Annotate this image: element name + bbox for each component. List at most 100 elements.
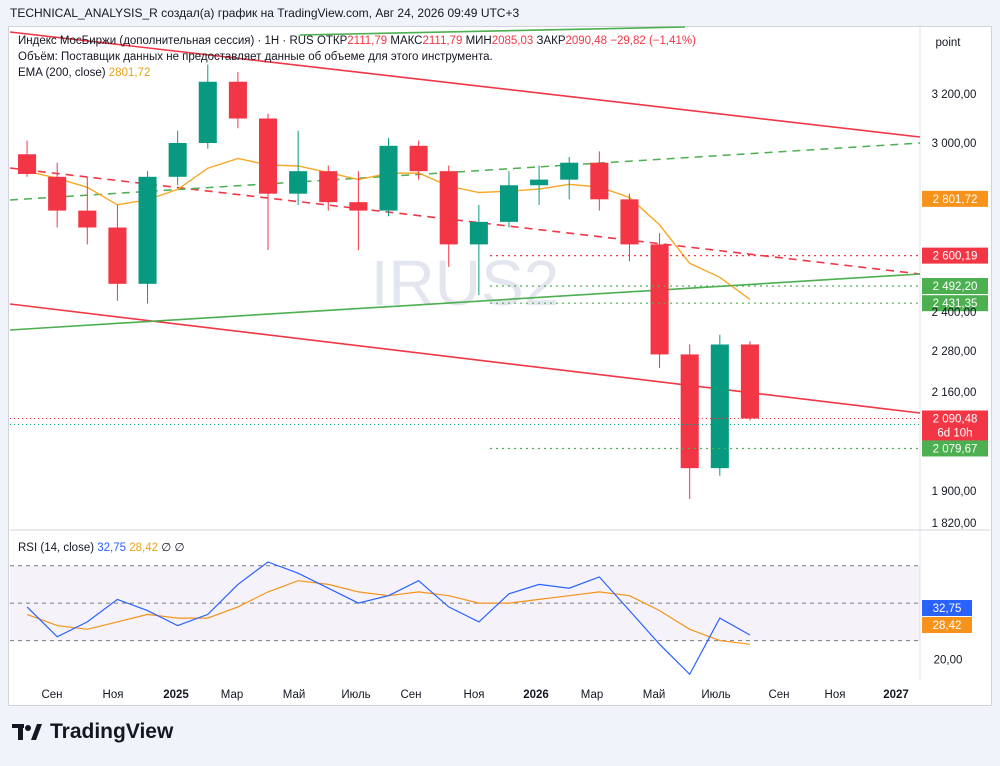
candle-body [620,199,639,245]
green-top-line [299,26,686,36]
time-tick-label: Июль [341,689,370,701]
price-tag [922,295,988,312]
candle-body [198,81,217,143]
candle-body [48,176,67,211]
high-label: МАКС [390,35,423,47]
time-tick-label: Сен [768,689,789,701]
candle-body [650,244,669,355]
price-tick-label: 3 200,00 [932,89,977,101]
symbol-legend[interactable]: Индекс МосБиржи (дополнительная сессия) … [18,33,696,49]
price-tick-label: 2 160,00 [932,387,977,399]
time-tick-label: 2026 [523,689,549,701]
close-label: ЗАКР [536,35,566,47]
candle-body [740,344,759,419]
time-tick-label: Май [283,689,306,701]
red-dashed-trendline [9,167,921,275]
rsi-tag-label: 32,75 [933,603,962,615]
time-tick-label: 2027 [883,689,909,701]
candle-body [710,344,729,469]
time-tick-label: Мар [221,689,244,701]
price-tick-label: 3 000,00 [932,138,977,150]
price-tag-label: 2 079,67 [933,443,978,455]
symbol-name: Индекс МосБиржи (дополнительная сессия) … [18,35,314,47]
green-dashed-trendline [9,142,921,201]
candle-body [289,171,308,194]
candle-body [349,202,368,211]
open-value: 2111,79 [347,35,388,47]
candle-body [18,154,37,174]
price-unit-label: point [936,37,962,49]
price-tag-label: 2 492,20 [933,281,978,293]
rsi-value: 32,75 [97,542,127,554]
rsi-line [26,561,751,676]
candle-body [108,227,127,284]
rsi-null-marks: ∅ ∅ [161,542,185,554]
change-value: −29,82 (−1,41%) [610,35,696,47]
tradingview-logo-icon [12,724,42,740]
rsi-tag [922,600,972,616]
price-tag [922,247,988,264]
publisher-line: TECHNICAL_ANALYSIS_R создал(а) график на… [0,0,1000,26]
candle-body [590,162,609,200]
green-support-line [9,273,921,331]
candle-body [560,162,579,180]
price-tag [922,278,988,295]
candle-body [499,185,519,222]
rsi-tick-label: 20,00 [934,654,963,666]
price-tick-label: 1 820,00 [932,518,977,530]
red-channel-upper [9,31,921,138]
price-tag-label: 2 090,48 [933,413,978,425]
time-tick-label: Ноя [103,689,124,701]
trendlines[interactable] [9,26,921,414]
time-tick-label: 2025 [163,689,189,701]
time-tick-label: Июль [701,689,730,701]
rsi-legend[interactable]: RSI (14, close) 32,75 28,42 ∅ ∅ [18,540,184,556]
red-channel-lower [9,303,921,414]
rsi-tag [922,617,972,633]
candles [18,64,759,499]
price-tick-label: 2 280,00 [932,346,977,358]
rsi-band [10,565,920,641]
time-tick-label: Мар [581,689,604,701]
price-tag [922,410,988,427]
candle-body [680,354,699,469]
ema-value: 2801,72 [108,67,151,79]
candle-body [379,145,398,211]
candle-body [78,210,97,228]
candle-body [258,118,278,194]
time-axis: Сен Ноя 2025 Мар Май Июль Сен Ноя 2026 Мар Май Июль… [41,689,908,701]
time-tick-label: Ноя [825,689,846,701]
footer-bar [0,706,1000,766]
watermark: IRUS2 [371,247,560,319]
tradingview-logo[interactable]: TradingView [12,720,173,744]
volume-note: Объём: Поставщик данных не предоставляет… [18,51,493,63]
candle-body [228,81,247,119]
price-tag-label: 2 801,72 [933,194,978,206]
candle-body [168,143,187,177]
close-value: 2090,48 [565,35,608,47]
open-label: ОТКР [316,35,348,47]
time-tick-label: Сен [400,689,421,701]
chart-panel[interactable] [8,26,992,706]
time-tick-label: Ноя [464,689,485,701]
ema-legend[interactable]: EMA (200, close) 2801,72 [18,65,150,81]
candle-body [138,176,157,284]
price-tag-label: 2 431,35 [933,298,978,310]
price-tick-label: 2 400,00 [932,307,977,319]
candle-body [439,171,458,245]
time-tick-label: Май [643,689,666,701]
candle-body [319,171,338,203]
price-axis: 2 801,72 2 600,19 2 492,20 2 431,35 2 090,48… [922,37,988,530]
price-tag [922,190,988,207]
rsi-ma-value: 28,42 [129,542,159,554]
high-value: 2111,79 [422,35,463,47]
ema-label: EMA (200, close) [18,67,106,79]
price-tag [922,424,988,441]
price-tag-label: 2 600,19 [933,251,978,263]
time-tick-label: Сен [41,689,62,701]
rsi-tag-label: 28,42 [933,620,962,632]
candle-body [530,179,549,186]
candle-body [409,145,428,172]
